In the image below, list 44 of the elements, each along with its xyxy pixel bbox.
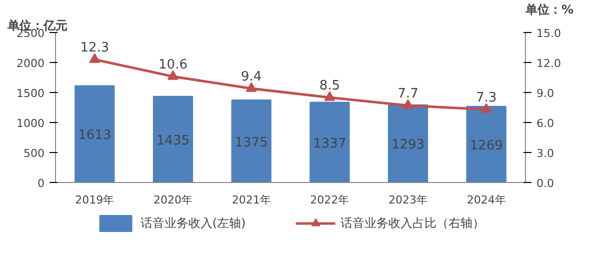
data-label: 12.3 bbox=[80, 40, 110, 56]
bar bbox=[152, 96, 194, 182]
legend-label: 话音业务收入(左轴) bbox=[140, 214, 246, 232]
y-tick-label: 1500 bbox=[16, 87, 45, 100]
data-label: 10.6 bbox=[158, 58, 188, 72]
y2-tick-label: 12.0 bbox=[536, 57, 561, 70]
data-label: 7.7 bbox=[398, 86, 418, 102]
legend-label: 话音业务收入占比（右轴） bbox=[340, 214, 485, 232]
bar bbox=[466, 106, 506, 182]
point bbox=[324, 91, 336, 101]
data-label: 8.5 bbox=[319, 78, 340, 94]
bar bbox=[231, 100, 272, 182]
data-label: 9.4 bbox=[240, 70, 262, 84]
x-tick-label: 2022年 bbox=[310, 194, 350, 206]
y2-tick-label: 15.0 bbox=[536, 27, 561, 40]
y-tick-label: 1000 bbox=[16, 117, 45, 130]
point bbox=[402, 99, 414, 109]
data-label: 1269 bbox=[470, 138, 503, 154]
data-label: 1375 bbox=[234, 135, 268, 150]
x-tick-label: 2020年 bbox=[154, 194, 193, 206]
point bbox=[89, 53, 100, 63]
x-tick-label: 2024年 bbox=[466, 194, 506, 206]
point bbox=[246, 82, 257, 92]
y2-tick-label: 3.0 bbox=[536, 147, 554, 160]
x-tick-label: 2023年 bbox=[388, 194, 428, 206]
data-label: 1613 bbox=[78, 128, 112, 144]
y-tick-label: 0 bbox=[38, 177, 44, 190]
point bbox=[480, 103, 492, 113]
data-label: 1337 bbox=[313, 136, 346, 152]
data-label: 1435 bbox=[156, 133, 190, 148]
y2-axis-title: 单位：% bbox=[524, 2, 574, 16]
y2-tick-label: 6.0 bbox=[536, 117, 554, 130]
y-tick-label: 500 bbox=[24, 147, 45, 160]
x-tick-label: 2019年 bbox=[75, 194, 114, 206]
y-tick-label: 2000 bbox=[16, 57, 45, 70]
bar bbox=[388, 104, 428, 182]
x-tick-label: 2021年 bbox=[232, 194, 271, 206]
point bbox=[168, 70, 178, 80]
data-label: 7.3 bbox=[476, 90, 497, 106]
y2-tick-label: 9.0 bbox=[536, 87, 554, 100]
y2-tick-label: 0.0 bbox=[536, 177, 554, 190]
data-label: 1293 bbox=[391, 138, 425, 153]
bar bbox=[74, 85, 115, 182]
bar bbox=[310, 102, 350, 182]
